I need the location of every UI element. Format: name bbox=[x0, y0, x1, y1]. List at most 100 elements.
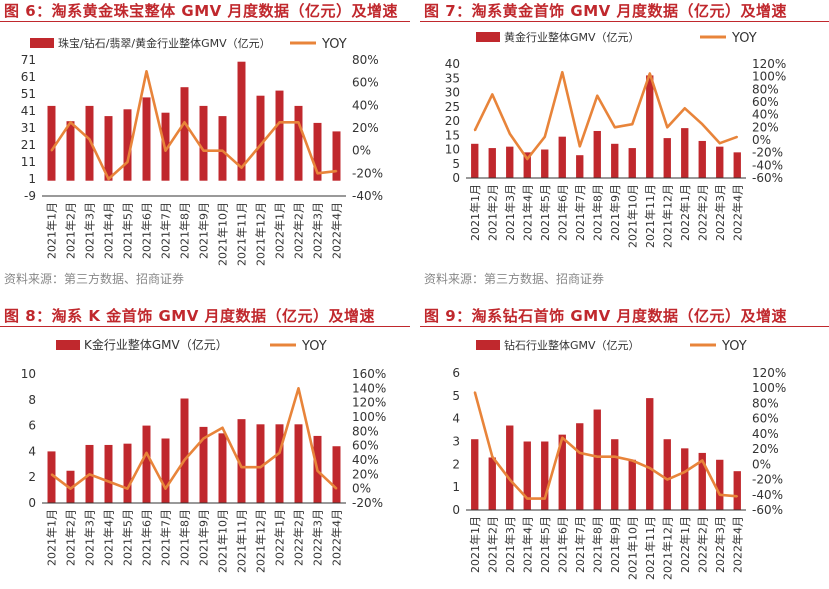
yoy-point bbox=[240, 166, 243, 169]
yoy-line bbox=[50, 386, 338, 491]
x-axis-tick-label: 2022年2月 bbox=[292, 509, 306, 566]
bar bbox=[541, 149, 549, 178]
bar bbox=[576, 155, 584, 178]
bar bbox=[716, 459, 724, 510]
yoy-point bbox=[701, 123, 704, 125]
x-axis-tick-label: 2021年11月 bbox=[235, 509, 249, 573]
right-axis-tick-label: 60% bbox=[352, 439, 379, 453]
yoy-point bbox=[202, 149, 205, 152]
yoy-point bbox=[259, 466, 262, 468]
left-axis-tick-label: 1 bbox=[28, 172, 36, 186]
x-axis-tick-label: 2021年4月 bbox=[520, 516, 534, 573]
left-axis-tick-label: 11 bbox=[21, 155, 36, 169]
yoy-point bbox=[107, 480, 110, 483]
x-axis-tick-label: 2021年1月 bbox=[45, 202, 59, 259]
bar bbox=[180, 398, 189, 503]
bar bbox=[646, 75, 654, 178]
legend-label: YOY bbox=[721, 339, 747, 354]
right-axis-tick-label: 20% bbox=[352, 467, 379, 481]
x-axis-tick-label: 2021年6月 bbox=[140, 202, 154, 259]
left-axis-tick-label: 71 bbox=[21, 53, 36, 67]
right-axis-tick-label: 20% bbox=[752, 442, 779, 456]
x-axis-tick-label: 2021年3月 bbox=[503, 516, 517, 573]
right-axis-tick-label: 40% bbox=[352, 453, 379, 467]
bar bbox=[199, 426, 208, 503]
bar bbox=[663, 439, 671, 510]
yoy-point bbox=[526, 158, 529, 160]
x-axis-tick-label: 2021年4月 bbox=[520, 184, 534, 241]
bar bbox=[161, 438, 170, 503]
yoy-point bbox=[648, 467, 651, 469]
left-axis-tick-label: 5 bbox=[452, 157, 460, 171]
left-axis-tick-label: 4 bbox=[28, 444, 36, 458]
bar bbox=[123, 109, 132, 181]
yoy-point bbox=[648, 72, 651, 75]
right-axis-tick-label: 60% bbox=[352, 76, 379, 90]
yoy-point bbox=[221, 149, 224, 152]
yoy-point bbox=[596, 455, 599, 458]
yoy-point bbox=[69, 487, 72, 490]
legend-label: 黄金行业整体GMV（亿元） bbox=[504, 30, 640, 44]
right-axis-tick-label: 160% bbox=[352, 367, 386, 381]
bar bbox=[733, 152, 741, 178]
bar bbox=[593, 409, 601, 510]
x-axis-tick-label: 2021年10月 bbox=[216, 202, 230, 266]
left-axis-tick-label: 25 bbox=[445, 100, 460, 114]
x-axis-tick-label: 2021年10月 bbox=[625, 516, 639, 580]
yoy-point bbox=[543, 497, 546, 500]
bar bbox=[218, 433, 227, 503]
left-axis-tick-label: 0 bbox=[452, 503, 460, 517]
yoy-point bbox=[126, 161, 129, 163]
yoy-point bbox=[164, 149, 167, 152]
title-rule bbox=[420, 21, 829, 22]
left-axis-tick-label: 35 bbox=[445, 71, 460, 85]
yoy-point bbox=[278, 121, 281, 124]
left-axis-tick-label: 10 bbox=[21, 367, 36, 381]
left-axis-tick-label: 61 bbox=[21, 70, 36, 84]
source-note: 资料来源：第三方数据、招商证券 bbox=[4, 272, 185, 286]
legend-bar-swatch bbox=[476, 340, 500, 350]
right-axis-tick-label: 80% bbox=[352, 424, 379, 438]
bar bbox=[313, 122, 322, 181]
yoy-point bbox=[107, 178, 110, 180]
left-axis-tick-label: 31 bbox=[21, 121, 36, 135]
bar bbox=[733, 471, 741, 510]
yoy-point bbox=[88, 138, 91, 141]
right-axis-tick-label: -40% bbox=[752, 158, 783, 172]
x-axis-tick-label: 2021年9月 bbox=[197, 202, 211, 259]
bar bbox=[332, 446, 341, 503]
yoy-point bbox=[145, 452, 148, 454]
x-axis-tick-label: 2021年12月 bbox=[660, 516, 674, 580]
right-axis-tick-label: 0% bbox=[752, 133, 771, 147]
x-axis-tick-label: 2021年12月 bbox=[660, 184, 674, 248]
yoy-point bbox=[718, 493, 721, 496]
x-axis-tick-label: 2021年12月 bbox=[254, 509, 268, 573]
legend-label: 珠宝/钻石/翡翠/黄金行业整体GMV（亿元） bbox=[58, 36, 271, 50]
yoy-point bbox=[613, 455, 616, 458]
x-axis-tick-label: 2021年10月 bbox=[625, 184, 639, 248]
x-axis-tick-label: 2021年11月 bbox=[643, 184, 657, 248]
bar bbox=[698, 452, 706, 510]
x-axis-tick-label: 2021年1月 bbox=[468, 516, 482, 573]
legend-label: K金行业整体GMV（亿元） bbox=[84, 337, 228, 352]
x-axis-tick-label: 2021年5月 bbox=[121, 202, 135, 259]
x-axis-tick-label: 2021年8月 bbox=[590, 184, 604, 241]
x-axis-tick-label: 2021年2月 bbox=[485, 516, 499, 573]
x-axis-tick-label: 2021年9月 bbox=[197, 509, 211, 566]
title-rule bbox=[0, 21, 410, 22]
x-axis-tick-label: 2022年1月 bbox=[678, 516, 692, 573]
yoy-point bbox=[578, 452, 581, 454]
right-axis-tick-label: 40% bbox=[352, 98, 379, 112]
bar bbox=[66, 470, 75, 503]
bar bbox=[541, 441, 549, 510]
right-axis-tick-label: 0% bbox=[352, 144, 371, 158]
left-axis-tick-label: 0 bbox=[28, 496, 36, 510]
right-axis-tick-label: 40% bbox=[752, 427, 779, 441]
x-axis-tick-label: 2021年2月 bbox=[485, 184, 499, 241]
bar bbox=[85, 105, 94, 181]
source-note: 资料来源：第三方数据、招商证券 bbox=[424, 272, 605, 286]
x-axis-tick-label: 2022年4月 bbox=[330, 202, 344, 259]
x-axis-tick-label: 2022年2月 bbox=[695, 184, 709, 241]
yoy-point bbox=[543, 136, 546, 138]
x-axis-tick-label: 2021年5月 bbox=[538, 184, 552, 241]
